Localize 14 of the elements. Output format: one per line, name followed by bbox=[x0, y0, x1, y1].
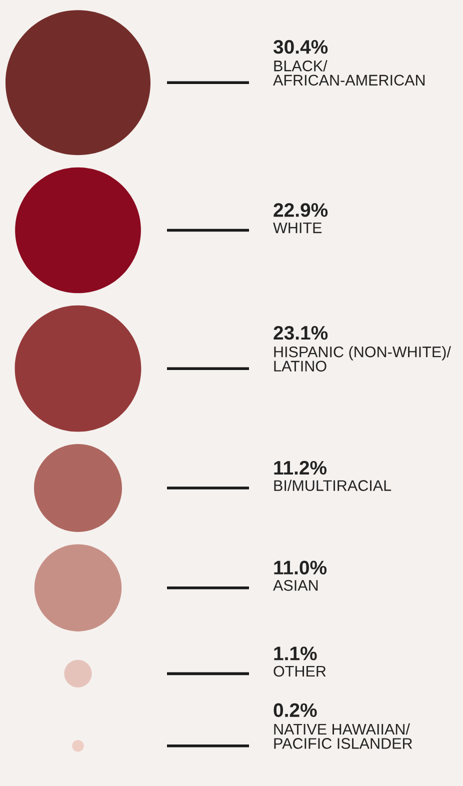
category-label: BLACK/ AFRICAN-AMERICAN bbox=[273, 60, 425, 86]
category-label: HISPANIC (NON-WHITE)/ LATINO bbox=[274, 346, 451, 372]
data-label: 0.2% bbox=[274, 703, 317, 718]
data-label: 11.2% bbox=[274, 460, 327, 475]
category-label: NATIVE HAWAIIAN/ PACIFIC ISLANDER bbox=[274, 723, 412, 749]
category-label: ASIAN bbox=[273, 580, 318, 591]
data-label: 30.4% bbox=[273, 40, 328, 54]
data-label: 23.1% bbox=[274, 326, 328, 340]
category-label: WHITE bbox=[273, 222, 322, 234]
data-label: 11.0% bbox=[274, 560, 327, 575]
data-label: 22.9% bbox=[274, 203, 328, 217]
category-label: BI/MULTIRACIAL bbox=[274, 480, 392, 491]
data-label: 1.1% bbox=[274, 646, 317, 660]
category-label: OTHER bbox=[274, 666, 326, 677]
